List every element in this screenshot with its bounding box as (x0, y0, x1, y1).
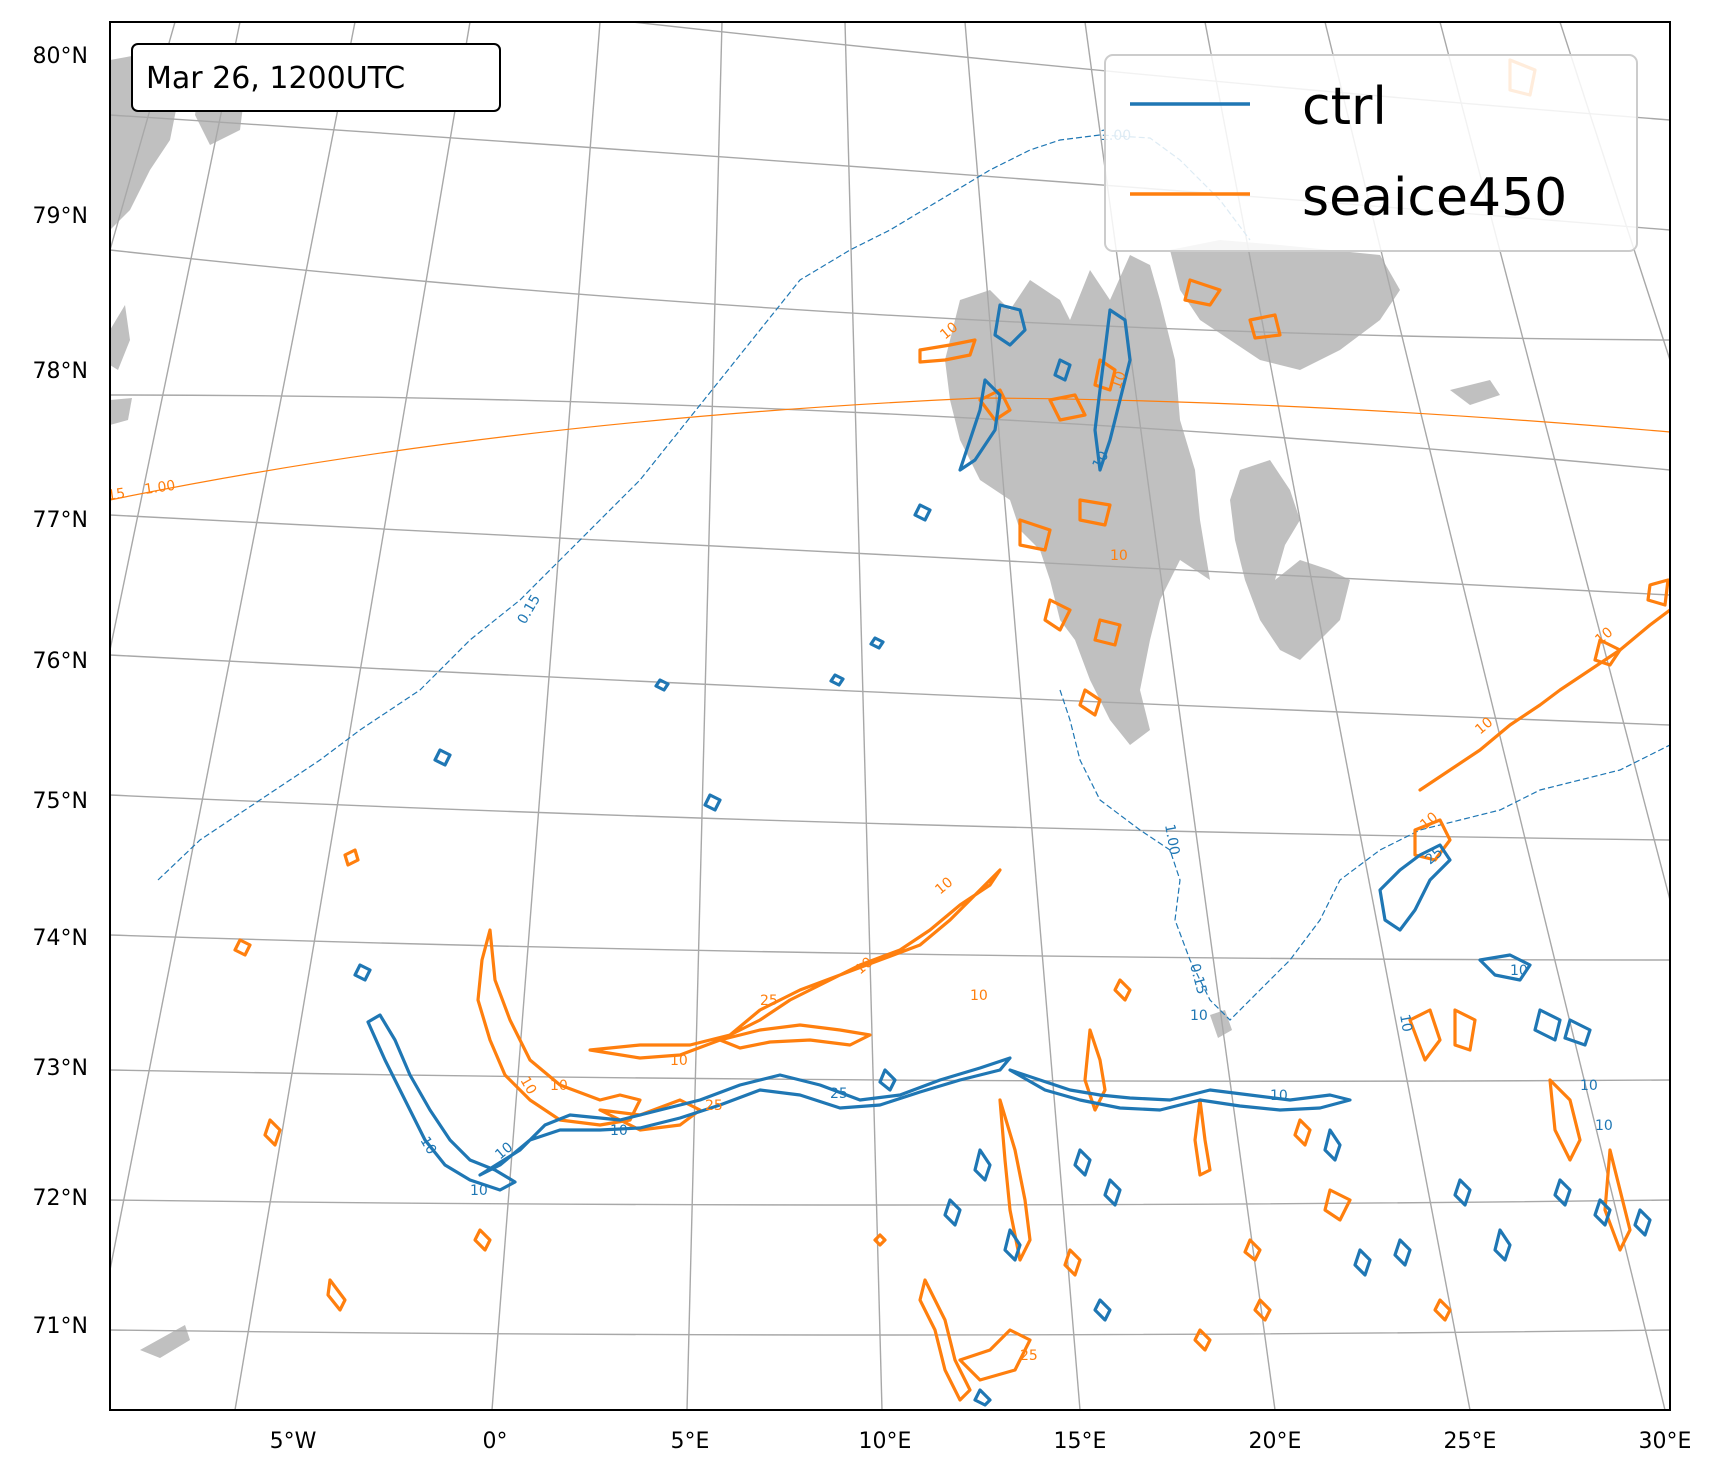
lon-label-5w: 5°W (270, 1429, 317, 1454)
longitude-labels: 5°W 0° 5°E 10°E 15°E 20°E 25°E 30°E (270, 1429, 1692, 1454)
bjornoya (1210, 1010, 1232, 1038)
lon-label-25e: 25°E (1444, 1429, 1497, 1454)
contour-label: 25 (705, 1098, 723, 1114)
legend-label-seaice450: seaice450 (1302, 168, 1567, 228)
contour-label: 10 (1109, 369, 1130, 391)
contour-label: 10 (1510, 963, 1528, 979)
lat-label-79: 79°N (33, 204, 88, 229)
lon-label-10e: 10°E (859, 1429, 912, 1454)
lat-label-72: 72°N (33, 1186, 88, 1211)
timestamp-text: Mar 26, 1200UTC (146, 61, 405, 96)
contour-label: 10 (610, 1123, 628, 1139)
kong-karls-land (1450, 380, 1500, 405)
ctrl-ice-edge (157, 134, 1251, 881)
seaice450-main-band (476, 928, 642, 1127)
lon-label-15e: 15°E (1054, 1429, 1107, 1454)
greenland-strip (110, 305, 130, 370)
contour-labels: 10 10 10 10 10 10 10 10 10 10 10 10 10 2… (106, 128, 1616, 1364)
ctrl-band-east (1008, 1068, 1352, 1112)
lat-label-75: 75°N (33, 789, 88, 814)
lat-label-71: 71°N (33, 1314, 88, 1339)
contour-label: 10 (670, 1053, 688, 1069)
lat-label-76: 76°N (33, 649, 88, 674)
seaice450-band-lower (718, 1023, 872, 1050)
greenland-bit (110, 398, 132, 425)
ctrl-band-east2 (1378, 843, 1452, 932)
contour-label: 10 (970, 988, 988, 1004)
contour-label: 1.00 (143, 478, 176, 498)
jan-mayen (140, 1325, 190, 1358)
plot-area (110, 22, 1670, 1410)
seaice450-ice-edge (110, 397, 1670, 501)
legend: ctrl seaice450 (1104, 54, 1638, 252)
svalbard-spitsbergen (945, 255, 1210, 745)
contour-label: 15 (106, 486, 126, 504)
contour-label: 25 (760, 993, 778, 1009)
contour-label: 25 (1020, 1348, 1038, 1364)
lon-label-20e: 20°E (1249, 1429, 1302, 1454)
lat-label-78: 78°N (33, 359, 88, 384)
lon-label-0: 0° (483, 1429, 508, 1454)
edgeoya (1230, 460, 1350, 660)
contour-label: 10 (1396, 1013, 1415, 1033)
contour-label: 10 (470, 1183, 488, 1199)
lon-label-30e: 30°E (1639, 1429, 1692, 1454)
ctrl-contours (353, 303, 1652, 1407)
sea-ice-edge-contours (110, 134, 1670, 1021)
latitude-labels: 80°N 79°N 78°N 77°N 76°N 75°N 74°N 73°N … (33, 44, 88, 1339)
seaice450-band-east (588, 868, 1002, 1060)
ctrl-main-band (366, 1013, 517, 1192)
plot-frame (109, 21, 1671, 1411)
contour-label: 10 (550, 1078, 568, 1094)
latitude-gridlines (110, 22, 1670, 1336)
ctrl-band-middle (478, 1056, 1012, 1177)
contour-label: 1.00 (1161, 823, 1182, 856)
contour-label: 25 (830, 1086, 848, 1102)
contour-label: 10 (1580, 1078, 1598, 1094)
contour-label: 10 (1110, 548, 1128, 564)
contour-label: 10 (417, 1134, 440, 1157)
lat-label-77: 77°N (33, 508, 88, 533)
lat-label-73: 73°N (33, 1056, 88, 1081)
contour-label: 10 (1270, 1088, 1288, 1104)
contour-label: 10 (1595, 1118, 1613, 1134)
lat-label-80: 80°N (33, 44, 88, 69)
contour-label: 10 (517, 1074, 540, 1097)
lat-label-74: 74°N (33, 926, 88, 951)
ctrl-ice-edge-south (1059, 689, 1670, 1021)
contour-label: 10 (1090, 449, 1113, 472)
timestamp-box: Mar 26, 1200UTC (131, 43, 501, 112)
contour-label: 10 (1190, 1008, 1208, 1024)
lon-label-5e: 5°E (671, 1429, 710, 1454)
contour-label: 0.15 (1186, 962, 1210, 996)
nordaustlandet (1170, 240, 1400, 370)
legend-label-ctrl: ctrl (1302, 77, 1387, 137)
seaice450-band-northeast (1418, 608, 1670, 792)
